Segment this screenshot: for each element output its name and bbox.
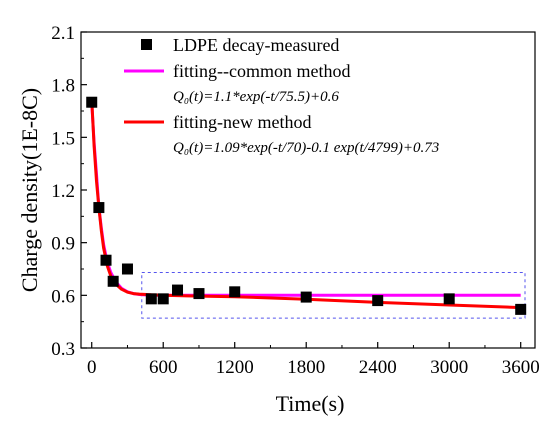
y-tick-label: 1.2 [51,181,75,202]
data-point [86,96,98,108]
legend-label-new: fitting-new method [173,112,311,132]
formula-new: Q₀(t)=1.09*exp(-t/70)-0.1 exp(t/4799)+0.… [173,140,439,156]
data-point [372,295,384,307]
data-point [100,254,112,266]
x-tick-label: 1800 [287,357,325,378]
legend-label-common: fitting--common method [173,61,350,81]
data-point [172,284,184,296]
formula-common: Q₀(t)=1.1*exp(-t/75.5)+0.6 [173,89,339,105]
data-point [121,263,133,275]
x-tick-label: 3600 [502,357,540,378]
data-point [229,286,241,298]
y-tick-label: 0.3 [51,339,75,360]
x-tick-label: 0 [87,357,97,378]
data-point [93,202,105,214]
x-tick-label: 2400 [359,357,397,378]
legend: LDPE decay-measured fitting--common meth… [124,35,439,156]
data-point [107,275,119,287]
series-points [86,96,527,315]
y-tick-label: 1.8 [51,76,75,97]
legend-marker-measured [141,39,152,50]
legend-label-measured: LDPE decay-measured [173,35,339,55]
y-tick-label: 2.1 [51,23,75,44]
y-tick-label: 0.6 [51,286,75,307]
y-axis: 0.3 0.6 0.9 1.2 1.5 1.8 2.1 [51,23,87,360]
x-tick-label: 1200 [216,357,254,378]
x-tick-label: 600 [149,357,178,378]
data-point [193,288,205,300]
y-axis-title: Charge density(1E-8C) [17,88,42,292]
y-tick-label: 1.5 [51,128,75,149]
series-lines [90,98,521,310]
data-point [157,293,169,305]
y-tick-label: 0.9 [51,234,75,255]
data-point [300,291,312,303]
data-point [515,303,527,315]
x-axis: 0 600 1200 1800 2400 3000 3600 [87,342,540,378]
data-point [443,293,455,305]
data-point [145,293,157,305]
series-line-2 [90,98,521,310]
x-tick-label: 3000 [430,357,468,378]
x-axis-title: Time(s) [276,391,345,416]
